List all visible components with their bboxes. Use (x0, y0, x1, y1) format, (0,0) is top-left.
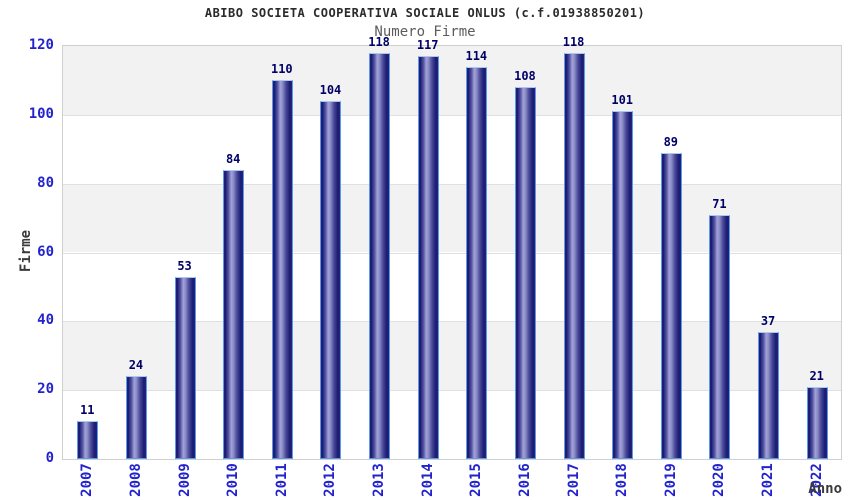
x-tick-label: 2021 (760, 463, 777, 497)
value-label: 114 (465, 48, 488, 63)
y-tick-label: 40 (37, 312, 54, 329)
x-tick-label: 2007 (79, 463, 96, 497)
x-tick-label: 2008 (127, 463, 144, 497)
x-tick-label: 2017 (565, 463, 582, 497)
bar-2018 (612, 111, 634, 459)
value-label: 24 (128, 358, 144, 373)
y-tick-label: 60 (37, 243, 54, 260)
value-label: 53 (177, 258, 192, 273)
gridline (63, 390, 841, 392)
gridline (63, 321, 841, 323)
bar-2008 (125, 376, 147, 459)
bar-2013 (369, 52, 391, 459)
value-label: 104 (319, 83, 342, 98)
gridline (63, 114, 841, 116)
y-tick-label: 0 (45, 450, 54, 466)
bar-2017 (563, 52, 585, 459)
x-tick-label: 2016 (516, 463, 533, 497)
bar-2010 (223, 169, 245, 459)
x-tick-label: 2015 (468, 463, 485, 497)
value-label: 71 (712, 196, 727, 211)
y-tick-label: 120 (28, 37, 54, 53)
x-tick-label: 2009 (176, 463, 193, 497)
value-label: 89 (663, 134, 679, 149)
value-label: 108 (514, 69, 536, 84)
bar-2012 (320, 101, 342, 459)
value-label: 117 (416, 38, 439, 53)
x-tick-label: 2018 (614, 463, 631, 497)
x-tick-label: 2020 (711, 463, 728, 497)
value-label: 118 (368, 34, 390, 49)
value-label: 110 (270, 62, 293, 77)
y-tick-label: 20 (37, 381, 54, 398)
y-tick-label: 100 (28, 105, 54, 122)
x-tick-label: 2014 (419, 463, 436, 497)
plot-band (63, 46, 841, 115)
bar-2011 (271, 80, 293, 459)
bar-2015 (466, 66, 488, 459)
value-label: 37 (760, 313, 776, 328)
bar-2021 (758, 331, 780, 459)
value-label: 118 (562, 34, 585, 49)
bar-2016 (514, 87, 536, 459)
chart-title: ABIBO SOCIETA COOPERATIVA SOCIALE ONLUS … (204, 6, 646, 20)
value-label: 11 (80, 403, 95, 418)
x-tick-label: 2013 (371, 463, 388, 497)
value-label: 101 (611, 93, 634, 108)
x-tick-label: 2010 (225, 463, 242, 497)
bar-2007 (77, 421, 99, 459)
bar-2020 (709, 214, 731, 459)
x-tick-label: 2012 (322, 463, 339, 497)
x-tick-label: 2011 (273, 463, 290, 497)
value-label: 21 (809, 368, 824, 383)
value-label: 84 (225, 151, 241, 166)
bar-2014 (417, 56, 439, 459)
x-axis-title: Anno (808, 481, 842, 497)
chart-subtitle: Numero Firme (374, 24, 476, 40)
bar-2009 (174, 276, 196, 459)
x-tick-label: 2019 (662, 463, 679, 497)
bar-2019 (660, 152, 682, 459)
plot-area: 11 24 53 84 110 104 118 117 114 108 118 101 89 71 37 21 (62, 35, 842, 460)
gridline (63, 252, 841, 254)
y-tick-label: 80 (37, 174, 54, 191)
bar-2022 (806, 386, 828, 459)
plot-band (63, 114, 841, 184)
gridline (63, 183, 841, 185)
